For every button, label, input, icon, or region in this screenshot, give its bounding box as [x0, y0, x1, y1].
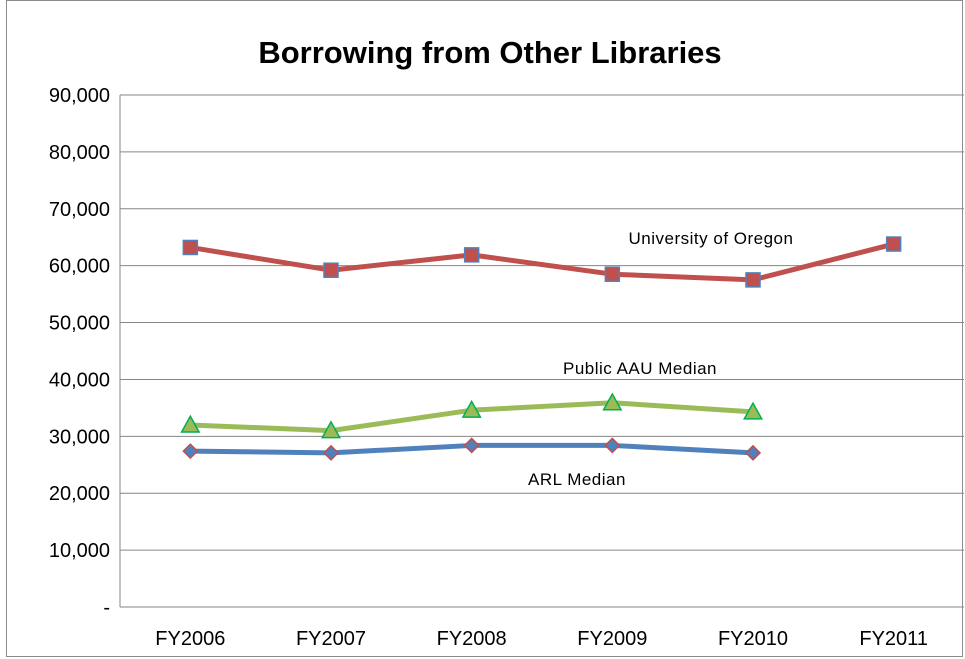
data-point-marker [602, 392, 623, 411]
axes [119, 95, 964, 608]
data-point-marker [745, 272, 761, 288]
x-tick-label: FY2009 [577, 628, 647, 650]
series-label: Public AAU Median [563, 359, 717, 378]
series-arl-median [182, 437, 762, 461]
data-point-marker [323, 262, 339, 278]
line-chart: Borrowing from Other Libraries - 10,000 20… [49, 35, 964, 650]
series-line [187, 241, 897, 283]
x-axis-tick-labels: FY2006 FY2007 FY2008 FY2009 FY2010 FY2011 [155, 628, 928, 650]
chart-frame: Borrowing from Other Libraries - 10,000 20… [6, 0, 964, 657]
y-tick-label: 30,000 [49, 426, 110, 448]
y-tick-label: 50,000 [49, 313, 110, 335]
series [180, 236, 902, 461]
y-tick-label: 60,000 [49, 256, 110, 278]
data-point-marker [604, 437, 621, 454]
data-point-marker [322, 444, 340, 461]
data-point-marker [463, 437, 480, 454]
data-point-marker [180, 414, 201, 433]
data-point-marker [182, 239, 199, 256]
series-university-of-oregon [182, 236, 902, 288]
data-point-marker [744, 444, 762, 461]
y-tick-label: - [103, 597, 110, 619]
y-tick-label: 70,000 [49, 199, 110, 221]
series-label: University of Oregon [629, 229, 794, 248]
x-tick-label: FY2008 [437, 628, 507, 650]
x-tick-label: FY2010 [718, 628, 788, 650]
x-tick-label: FY2006 [155, 628, 225, 650]
data-point-marker [463, 247, 480, 263]
y-tick-label: 20,000 [49, 483, 110, 505]
data-point-marker [461, 399, 482, 418]
y-axis-tick-labels: - 10,000 20,000 30,000 40,000 50,000 60,000 70,… [49, 85, 110, 619]
y-tick-label: 40,000 [49, 369, 110, 391]
y-tick-label: 10,000 [49, 540, 110, 562]
data-point-marker [742, 401, 764, 420]
data-point-marker [604, 266, 621, 282]
chart-title: Borrowing from Other Libraries [258, 35, 721, 70]
x-tick-label: FY2007 [296, 628, 366, 650]
y-tick-label: 80,000 [49, 142, 110, 164]
y-tick-label: 90,000 [49, 85, 110, 107]
series-public-aau-median [180, 392, 764, 439]
series-annotations: University of Oregon Public AAU Median ARL… [528, 229, 793, 489]
data-point-marker [182, 443, 199, 460]
data-point-marker [320, 420, 342, 439]
x-tick-label: FY2011 [859, 628, 928, 650]
data-point-marker [885, 236, 902, 252]
series-label: ARL Median [528, 470, 626, 489]
